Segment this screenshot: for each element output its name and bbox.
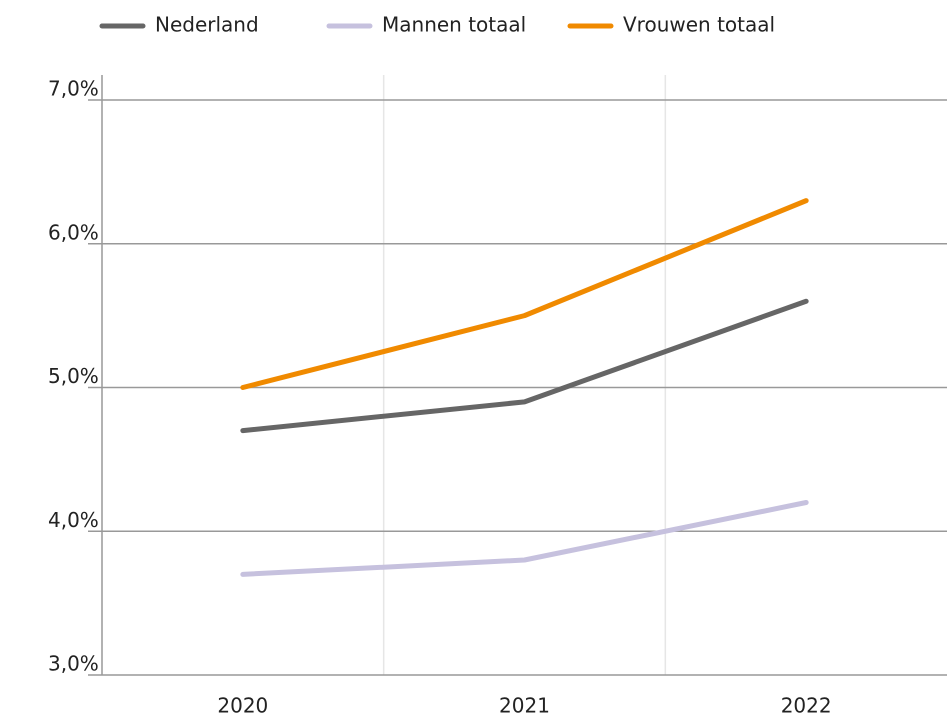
y-tick-label: 5,0% bbox=[48, 364, 99, 388]
x-tick-label: 2021 bbox=[499, 694, 550, 718]
x-tick-label: 2020 bbox=[217, 694, 268, 718]
y-tick-label: 7,0% bbox=[48, 77, 99, 101]
series-line bbox=[240, 198, 809, 390]
x-tick-label: 2022 bbox=[781, 694, 832, 718]
y-tick-label: 6,0% bbox=[48, 220, 99, 244]
series-line bbox=[240, 298, 809, 434]
legend-label: Nederland bbox=[155, 13, 259, 37]
y-tick-label: 3,0% bbox=[48, 652, 99, 676]
series-line bbox=[240, 500, 809, 577]
legend-label: Vrouwen totaal bbox=[623, 13, 775, 37]
legend-label: Mannen totaal bbox=[382, 13, 526, 37]
y-tick-label: 4,0% bbox=[48, 508, 99, 532]
